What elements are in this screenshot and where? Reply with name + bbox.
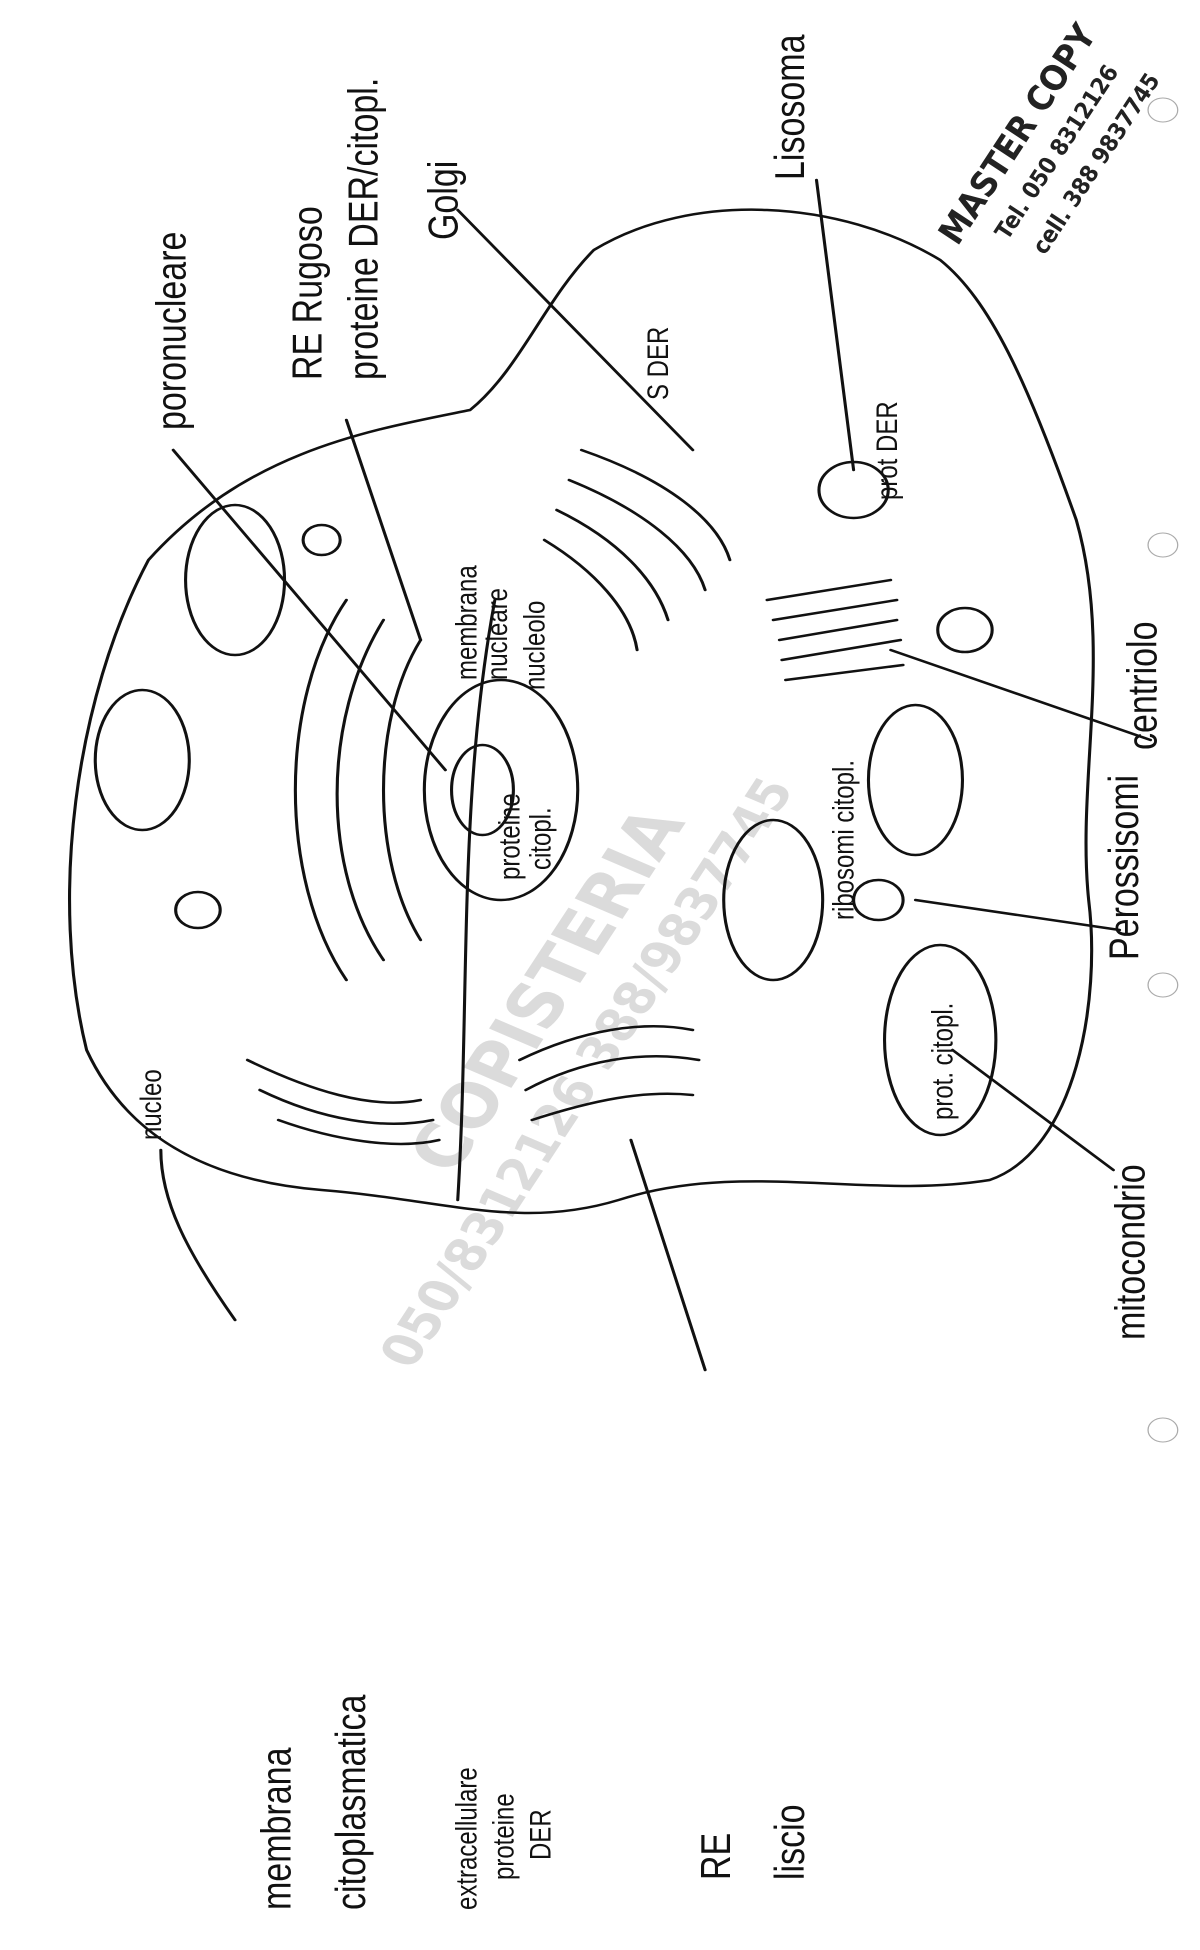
lysosome <box>938 608 992 652</box>
label: liscio <box>767 1804 814 1880</box>
mitochondrion <box>95 690 189 830</box>
label: DER <box>524 1809 557 1860</box>
label: Lisosoma <box>767 34 814 180</box>
label: extracellulare <box>450 1767 483 1910</box>
label: nucleolo <box>518 601 551 690</box>
hole <box>1148 1418 1178 1442</box>
label: proteine <box>493 793 526 880</box>
mitochondrion <box>186 505 285 655</box>
cell-diagram: COPISTERIA 050/8312126 388/9837745 poron… <box>0 0 1200 1950</box>
watermark: COPISTERIA 050/8312126 388/9837745 <box>367 769 806 1376</box>
label: citoplasmatica <box>328 1694 375 1910</box>
vesicle <box>176 892 221 928</box>
label: poronucleare <box>148 232 195 430</box>
label: proteine DER/citopl. <box>340 78 387 380</box>
label: ribosomi citopl. <box>827 760 860 920</box>
hole <box>1148 98 1178 122</box>
mitochondrion <box>868 705 962 855</box>
label: prot DER <box>871 401 904 500</box>
label: membrana <box>450 565 483 680</box>
re-rugoso-lines <box>295 600 420 980</box>
label: centriolo <box>1119 622 1166 750</box>
label: RE Rugoso <box>284 206 331 380</box>
label: RE <box>693 1833 740 1880</box>
golgi-stack <box>544 450 730 650</box>
cell-drawing <box>70 180 1151 1370</box>
label: Golgi <box>420 161 467 240</box>
label: prot. citopl. <box>926 1003 959 1120</box>
label: proteine <box>487 1793 520 1880</box>
label: nucleo <box>134 1069 167 1140</box>
hole <box>1148 533 1178 557</box>
label: S DER <box>642 327 675 400</box>
label: nucleare <box>481 588 514 680</box>
label: membrana <box>253 1747 300 1910</box>
peroxisome <box>854 880 903 920</box>
label: citopl. <box>524 807 557 870</box>
label: mitocondrio <box>1107 1164 1154 1340</box>
hole <box>1148 973 1178 997</box>
centriole <box>767 580 903 680</box>
stamp: MASTER COPY Tel. 050 8312126 cell. 388 9… <box>929 17 1168 257</box>
vesicle <box>303 525 340 555</box>
mitochondrion <box>724 820 823 980</box>
label: Perossisomi <box>1101 775 1148 960</box>
